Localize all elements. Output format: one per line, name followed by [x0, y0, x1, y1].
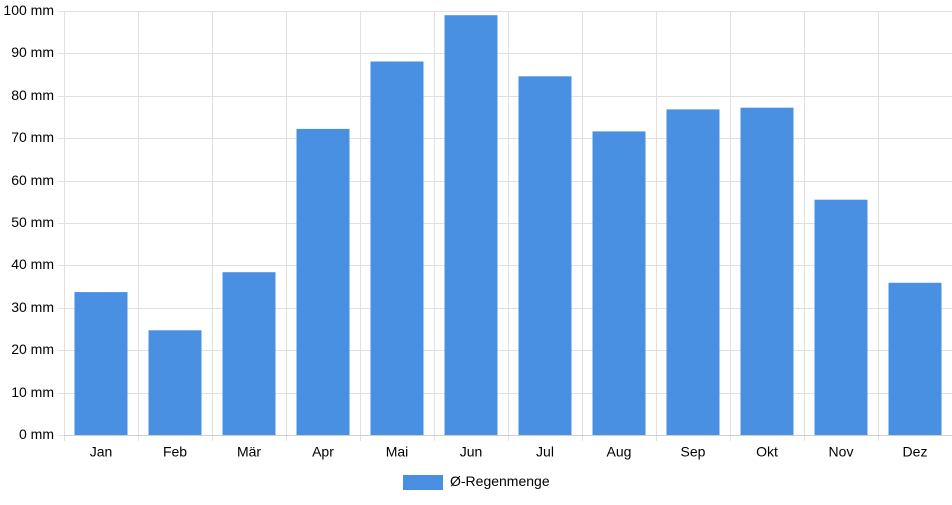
bars-layer	[74, 15, 942, 436]
x-tick-label: Mär	[237, 444, 261, 460]
bar-mär	[222, 272, 276, 435]
y-tick-label: 50 mm	[11, 214, 54, 230]
x-tick-label: Okt	[756, 444, 778, 460]
x-tick-label: Jul	[536, 444, 554, 460]
bar-dez	[888, 282, 942, 435]
bar-aug	[592, 131, 646, 435]
axis-layer: 0 mm 10 mm 20 mm 30 mm 40 mm 50 mm 60 mm 70 mm 8…	[3, 2, 952, 460]
x-tick-label: Dez	[903, 444, 928, 460]
grid-layer	[58, 11, 952, 441]
y-tick-label: 100 mm	[3, 2, 54, 18]
y-tick-label: 80 mm	[11, 87, 54, 103]
y-tick-label: 70 mm	[11, 129, 54, 145]
bar-jun	[444, 15, 498, 435]
y-tick-label: 60 mm	[11, 172, 54, 188]
y-tick-label: 20 mm	[11, 341, 54, 357]
x-tick-label: Apr	[312, 444, 334, 460]
bar-nov	[814, 199, 868, 435]
x-tick-label: Nov	[829, 444, 854, 460]
legend-label: Ø-Regenmenge	[450, 473, 550, 489]
bar-mai	[370, 61, 424, 435]
bar-sep	[666, 109, 720, 436]
x-tick-label: Feb	[163, 444, 187, 460]
y-tick-label: 40 mm	[11, 256, 54, 272]
bar-apr	[296, 128, 350, 435]
x-tick-label: Jun	[460, 444, 483, 460]
bar-jan	[74, 292, 128, 435]
bar-okt	[740, 107, 794, 435]
x-tick-label: Jan	[90, 444, 113, 460]
y-tick-label: 90 mm	[11, 44, 54, 60]
x-tick-label: Mai	[386, 444, 409, 460]
y-tick-label: 10 mm	[11, 384, 54, 400]
x-tick-label: Aug	[607, 444, 632, 460]
legend-swatch	[403, 475, 443, 490]
bar-feb	[148, 330, 202, 435]
y-tick-label: 30 mm	[11, 299, 54, 315]
y-tick-label: 0 mm	[19, 426, 54, 442]
x-tick-label: Sep	[681, 444, 706, 460]
bar-jul	[518, 76, 572, 436]
legend[interactable]: Ø-Regenmenge	[403, 473, 550, 490]
